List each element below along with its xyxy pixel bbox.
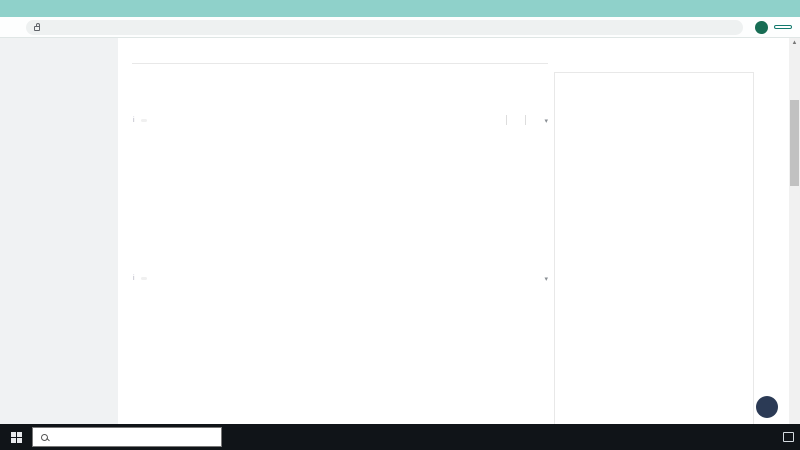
windows-logo-icon	[10, 431, 22, 443]
referring-pages-header: i	[132, 266, 548, 290]
referring-domains-chart[interactable]	[132, 132, 548, 262]
scrollbar-thumb[interactable]	[790, 100, 799, 186]
sidebar	[0, 38, 118, 424]
system-tray	[735, 432, 800, 442]
info-icon: i	[133, 274, 135, 282]
referring-pages-chart[interactable]	[132, 290, 548, 424]
main-content: i i	[118, 38, 554, 424]
organic-traffic-mini-chart[interactable]	[122, 62, 538, 104]
update-button[interactable]	[774, 25, 792, 29]
profile-avatar[interactable]	[755, 20, 768, 34]
action-center-icon[interactable]	[783, 432, 794, 442]
divider	[525, 115, 527, 125]
referring-domains-header: i	[132, 108, 548, 132]
page-body: i i	[0, 38, 800, 424]
live-links-badge	[140, 276, 147, 280]
page-scrollbar[interactable]: ▲	[789, 38, 800, 424]
report-tabs	[132, 38, 548, 64]
traffic-summary	[132, 64, 548, 104]
window-controls	[790, 15, 800, 17]
scrollbar-up-arrow[interactable]: ▲	[791, 40, 798, 46]
browser-toolbar	[0, 17, 800, 38]
info-icon: i	[133, 116, 135, 124]
lock-icon	[34, 22, 40, 31]
taskbar-search[interactable]	[32, 427, 222, 447]
taskbar	[0, 424, 800, 450]
export-button[interactable]	[544, 273, 548, 284]
help-button[interactable]	[756, 396, 778, 418]
browser-tab-strip	[0, 0, 800, 17]
search-icon	[41, 433, 48, 441]
divider	[506, 115, 508, 125]
live-links-badge	[140, 118, 147, 122]
export-button[interactable]	[544, 115, 548, 126]
stats-panel	[554, 72, 754, 424]
address-bar[interactable]	[26, 19, 743, 35]
start-button[interactable]	[0, 424, 32, 450]
